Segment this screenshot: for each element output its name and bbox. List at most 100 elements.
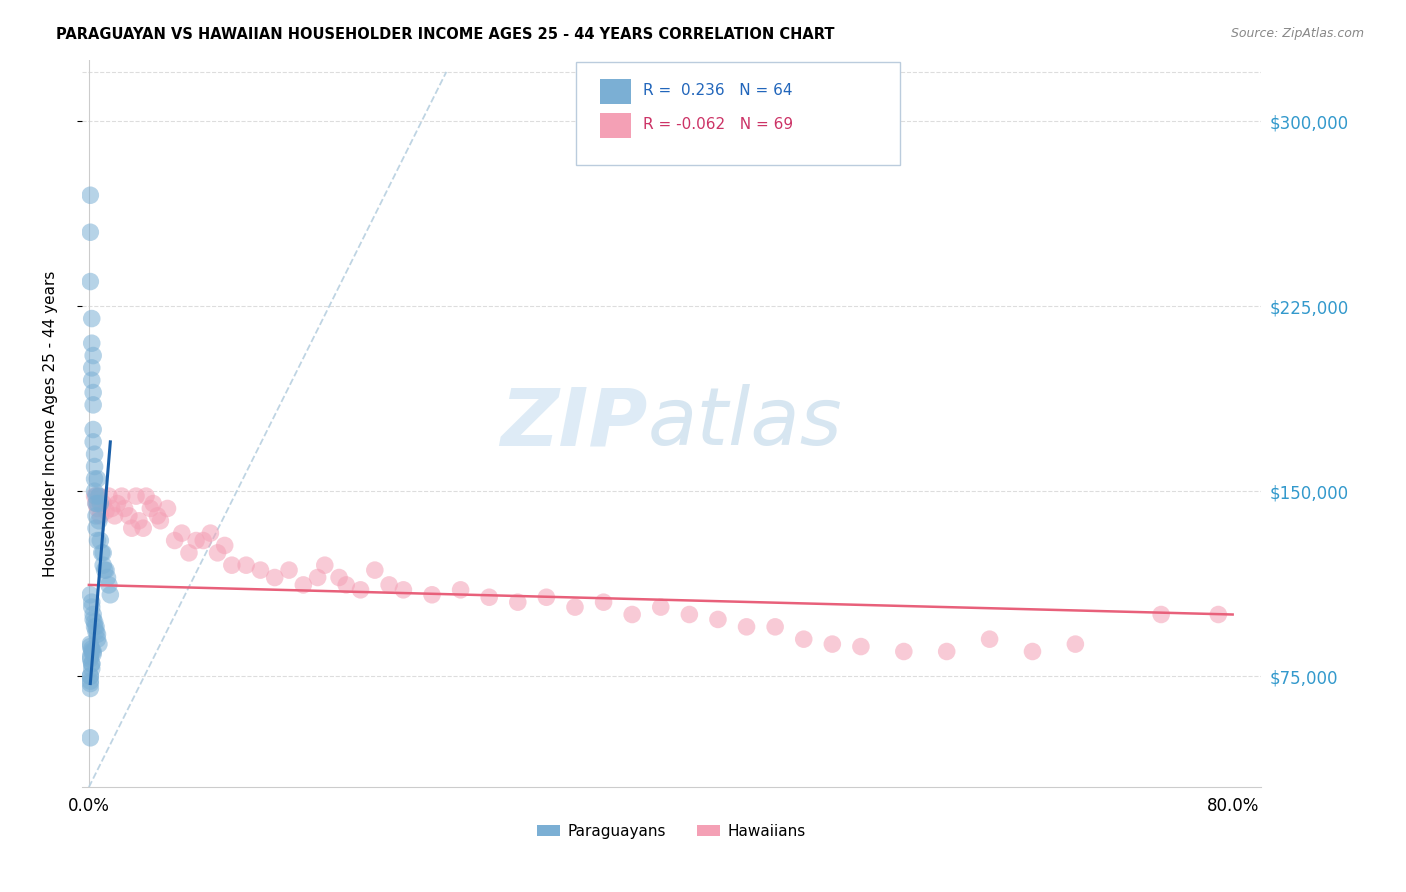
Point (79, 681, 101, 696)
Text: PARAGUAYAN VS HAWAIIAN HOUSEHOLDER INCOME AGES 25 - 44 YEARS CORRELATION CHART: PARAGUAYAN VS HAWAIIAN HOUSEHOLDER INCOM… (56, 27, 835, 42)
Point (156, 501, 179, 516)
Point (98, 588, 121, 602)
Point (83, 459, 105, 474)
Text: ZIP: ZIP (501, 384, 648, 462)
Point (79, 275, 101, 289)
Point (1021, 644, 1043, 658)
Point (80, 373, 103, 387)
Point (84, 496, 107, 510)
Point (314, 558, 336, 573)
Point (763, 620, 786, 634)
Point (79, 649, 101, 664)
Point (292, 578, 315, 592)
Y-axis label: Householder Income Ages 25 - 44 years: Householder Income Ages 25 - 44 years (44, 270, 58, 576)
Point (849, 640, 872, 654)
Point (86, 501, 108, 516)
Point (104, 508, 127, 523)
Point (80, 360, 103, 375)
Point (170, 526, 193, 541)
Point (364, 563, 387, 577)
Point (80, 595, 103, 609)
Point (87, 637, 110, 651)
Point (79, 731, 101, 745)
Point (80, 311, 103, 326)
Point (79, 225, 101, 239)
Point (263, 570, 285, 584)
Point (83, 447, 105, 461)
Point (82, 434, 104, 449)
Point (86, 632, 108, 647)
Point (87, 489, 110, 503)
Text: Source: ZipAtlas.com: Source: ZipAtlas.com (1230, 27, 1364, 40)
Point (80, 600, 103, 615)
Text: R = -0.062   N = 69: R = -0.062 N = 69 (643, 118, 793, 132)
Point (84, 521, 107, 535)
Point (80, 644, 103, 658)
Point (118, 508, 141, 523)
Point (91, 546, 114, 560)
Point (420, 588, 443, 602)
Point (249, 563, 271, 577)
Point (84, 624, 107, 639)
Point (478, 591, 501, 605)
Point (82, 644, 104, 658)
Point (83, 489, 105, 503)
Point (207, 546, 229, 560)
Point (82, 349, 104, 363)
Point (650, 600, 672, 615)
Point (80, 657, 103, 671)
Point (793, 632, 815, 647)
Point (193, 533, 215, 548)
Point (214, 538, 236, 552)
Point (821, 637, 844, 651)
Point (89, 533, 111, 548)
Point (89, 508, 111, 523)
Point (149, 514, 172, 528)
Point (378, 578, 401, 592)
Point (132, 521, 155, 535)
Point (621, 607, 644, 622)
Point (84, 508, 107, 523)
Point (82, 607, 104, 622)
Point (707, 612, 730, 626)
Text: R =  0.236   N = 64: R = 0.236 N = 64 (643, 84, 792, 98)
Point (177, 546, 200, 560)
Point (79, 674, 101, 689)
Point (184, 533, 207, 548)
Point (87, 514, 110, 528)
Point (80, 642, 103, 657)
Point (96, 570, 118, 584)
Point (94, 504, 117, 518)
Point (107, 496, 129, 510)
Point (89, 496, 111, 510)
Point (91, 558, 114, 573)
Point (111, 489, 134, 503)
Point (114, 501, 136, 516)
Point (163, 533, 186, 548)
Point (592, 595, 614, 609)
Point (84, 489, 107, 503)
Point (506, 595, 529, 609)
Point (1064, 637, 1087, 651)
Point (146, 508, 169, 523)
Point (79, 637, 101, 651)
Point (735, 620, 758, 634)
Point (93, 563, 115, 577)
Point (82, 647, 104, 661)
Point (86, 496, 108, 510)
Point (80, 657, 103, 671)
Point (97, 489, 120, 503)
Point (307, 570, 329, 584)
Point (80, 662, 103, 676)
Point (97, 578, 120, 592)
Point (82, 423, 104, 437)
Point (221, 558, 243, 573)
Point (450, 582, 472, 597)
Point (86, 472, 108, 486)
Point (79, 652, 101, 666)
Point (91, 496, 114, 510)
Point (83, 472, 105, 486)
Point (139, 501, 162, 516)
Point (349, 582, 371, 597)
Point (79, 588, 101, 602)
